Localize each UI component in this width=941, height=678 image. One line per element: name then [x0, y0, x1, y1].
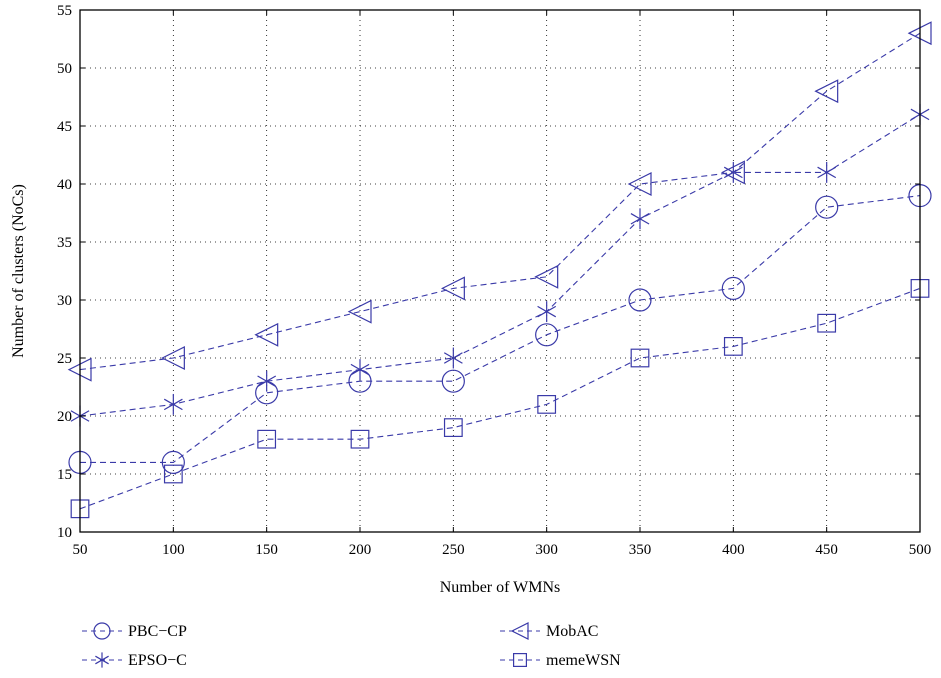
grid — [80, 10, 920, 532]
y-tick-label: 55 — [57, 3, 72, 19]
x-tick-label: 50 — [73, 542, 88, 558]
x-tick-label: 100 — [162, 542, 185, 558]
data-point-circle — [93, 622, 111, 640]
x-tick-label: 450 — [815, 542, 838, 558]
data-point-square — [723, 337, 743, 356]
legend-item: memeWSN — [500, 652, 621, 669]
y-tick-label: 25 — [57, 351, 72, 367]
asterisk-stroke — [817, 166, 837, 179]
legend-label: PBC−CP — [128, 623, 187, 640]
series-triangle-left — [67, 21, 932, 382]
series-circle — [68, 184, 932, 474]
asterisk-stroke — [257, 375, 277, 387]
asterisk-stroke — [537, 305, 557, 318]
data-point-triangle — [814, 79, 839, 104]
series-layer — [67, 21, 932, 519]
asterisk-stroke — [350, 363, 370, 376]
data-point-triangle — [440, 276, 465, 301]
legend-item: PBC−CP — [82, 622, 187, 640]
legend-label: MobAC — [546, 623, 598, 640]
data-point-square — [630, 348, 650, 368]
x-tick-label: 400 — [722, 542, 745, 558]
data-point-asterisk — [443, 347, 463, 369]
data-point-triangle — [720, 160, 745, 185]
y-tick-label: 15 — [57, 467, 72, 483]
x-tick-label: 500 — [909, 542, 932, 558]
x-tick-label: 200 — [349, 542, 372, 558]
data-point-square — [443, 418, 463, 437]
data-point-triangle — [160, 346, 185, 370]
series-line — [79, 113, 921, 417]
legend-label: EPSO−C — [128, 652, 187, 669]
y-tick-label: 35 — [57, 235, 72, 251]
y-tick-label: 50 — [57, 61, 72, 77]
data-point-triangle — [627, 172, 652, 196]
series-asterisk — [70, 103, 930, 427]
data-point-circle — [535, 323, 559, 347]
data-point-square — [163, 464, 183, 484]
series-line — [79, 287, 921, 510]
x-tick-label: 150 — [255, 542, 278, 558]
legend-label: memeWSN — [546, 652, 621, 669]
x-axis-title: Number of WMNs — [440, 579, 561, 596]
data-point-circle — [815, 195, 839, 219]
data-point-triangle — [254, 322, 279, 347]
data-point-triangle — [347, 299, 372, 324]
data-point-asterisk — [95, 652, 109, 668]
data-point-triangle — [534, 264, 559, 289]
x-tick-label: 350 — [629, 542, 652, 558]
data-point-asterisk — [257, 370, 277, 392]
data-point-square — [512, 652, 527, 667]
asterisk-stroke — [163, 398, 183, 411]
asterisk-stroke — [630, 213, 650, 225]
series-line — [80, 195, 921, 463]
y-tick-label: 40 — [57, 177, 72, 193]
data-point-circle — [441, 369, 465, 393]
y-tick-label: 20 — [57, 409, 72, 425]
asterisk-stroke — [95, 655, 109, 665]
data-point-circle — [161, 450, 185, 474]
data-point-square — [537, 395, 557, 414]
data-point-square — [257, 429, 277, 449]
data-point-circle — [628, 288, 652, 312]
data-point-square — [350, 429, 370, 449]
x-tick-label: 300 — [535, 542, 558, 558]
asterisk-stroke — [443, 352, 463, 364]
plot-frame — [79, 9, 921, 533]
data-point-asterisk — [350, 359, 370, 381]
y-tick-label: 10 — [57, 525, 72, 541]
data-point-triangle — [510, 622, 529, 640]
y-axis-title: Number of clusters (NoCs) — [10, 184, 27, 358]
x-tick-label: 250 — [442, 542, 465, 558]
y-tick-label: 30 — [57, 293, 72, 309]
data-point-asterisk — [537, 301, 557, 323]
data-point-asterisk — [630, 208, 650, 230]
legend-item: EPSO−C — [82, 652, 187, 669]
data-point-asterisk — [817, 161, 837, 183]
data-point-square — [817, 313, 837, 333]
y-tick-label: 45 — [57, 119, 72, 135]
data-point-circle — [721, 276, 745, 300]
series-square — [70, 279, 930, 519]
series-line — [79, 32, 921, 371]
legend: PBC−CP EPSO−C MobAC memeWSN — [82, 622, 621, 669]
data-point-asterisk — [163, 393, 183, 415]
legend-item: MobAC — [500, 622, 598, 640]
axis-ticks: 50 100 150 200 250 300 350 400 450 500 10 15 20 25 30 3… — [57, 3, 931, 558]
